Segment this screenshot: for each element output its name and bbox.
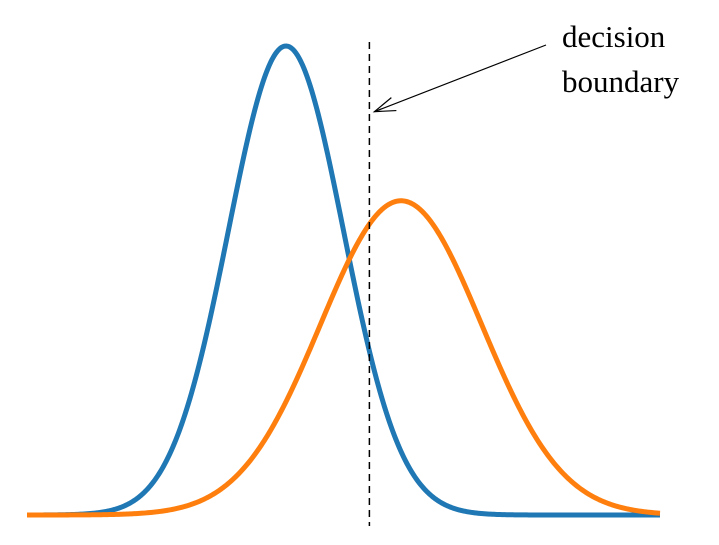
annotation-arrow [374, 44, 547, 113]
curves-layer [26, 43, 661, 518]
series-1-curve [26, 43, 661, 518]
annotation-label-line-1: decision [562, 19, 666, 54]
annotation-arrow-head [372, 97, 397, 113]
series-2-curve [26, 198, 661, 518]
annotation-label-line-2: boundary [562, 64, 680, 99]
